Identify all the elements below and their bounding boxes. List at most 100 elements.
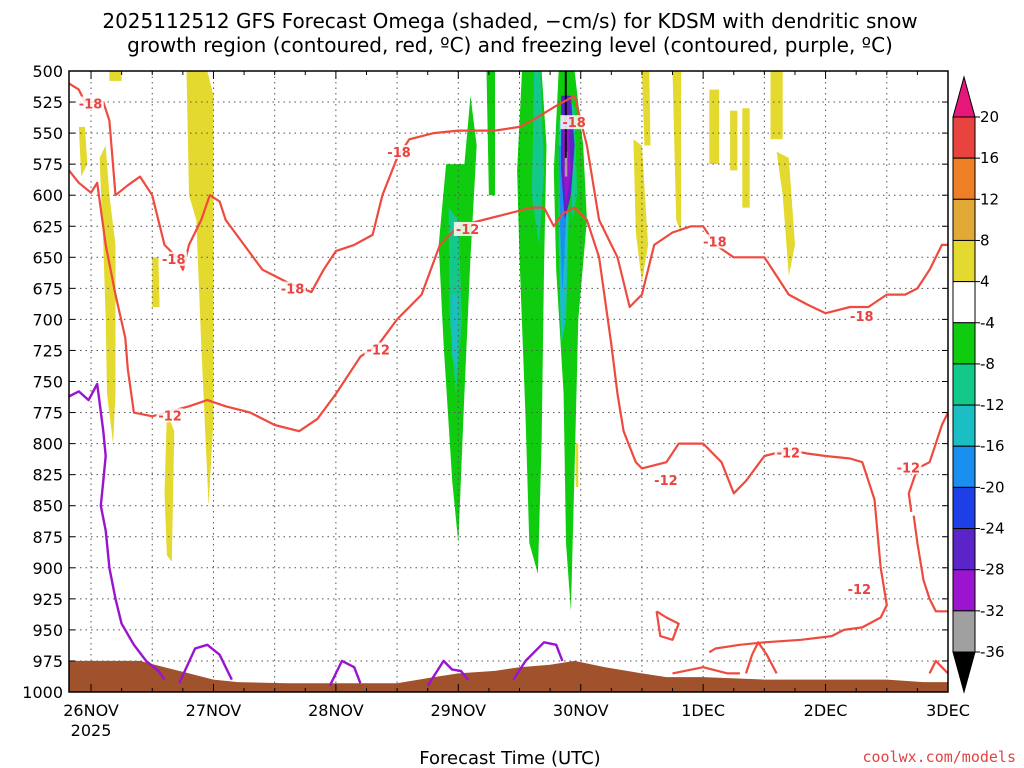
contour-label-bg: [774, 445, 802, 460]
colorbar-bin: [952, 198, 976, 241]
contour-label: -12: [654, 474, 678, 489]
colorbar-bin: [952, 610, 976, 653]
contour-label-bg: [453, 221, 481, 236]
omega-shaded-region: [633, 139, 649, 283]
axes: 500 525 550 575 600 625 650 675 700 725 750 775 800 8…: [22, 62, 970, 740]
dgz-contour-line: [672, 666, 740, 675]
y-tick-label: 775: [32, 404, 63, 423]
omega-shaded-region: [776, 151, 795, 276]
x-tick-label: 1DEC: [681, 701, 725, 720]
x-tick-label: 27NOV: [186, 701, 242, 720]
terrain-surface: [69, 660, 948, 692]
colorbar-tick-label: 20: [980, 108, 999, 126]
freezing-level-line: [512, 641, 564, 681]
y-tick-label: 1000: [22, 683, 63, 702]
colorbar-tick-label: -24: [980, 520, 1005, 538]
y-tick-label: 925: [32, 590, 63, 609]
colorbar-tick-label: -36: [980, 643, 1005, 661]
omega-shaded-region: [99, 145, 116, 444]
colorbar-tick-label: 8: [980, 231, 990, 249]
y-tick-label: 800: [32, 435, 63, 454]
omega-shaded-region: [564, 151, 568, 177]
x-tick-label: 30NOV: [553, 701, 609, 720]
colorbar-bin: [952, 157, 976, 200]
omega-shaded-region: [186, 71, 214, 506]
y-tick-label: 900: [32, 559, 63, 578]
colorbar-bin: [952, 281, 976, 324]
credit-text: coolwx.com/models: [862, 748, 1016, 766]
colorbar-tick-label: 12: [980, 190, 999, 208]
y-tick-label: 650: [32, 248, 63, 267]
contour-label: -18: [562, 116, 586, 131]
colorbar-tick-label: 16: [980, 149, 999, 167]
omega-shaded-region: [109, 71, 122, 81]
colorbar-bin: [952, 404, 976, 447]
y-tick-label: 950: [32, 621, 63, 640]
contour-label-bg: [560, 115, 588, 130]
contour-label-bg: [385, 144, 413, 159]
x-tick-label: 2DEC: [804, 701, 848, 720]
contour-label-bg: [156, 408, 184, 423]
colorbar-tick-label: -4: [980, 314, 995, 332]
y-tick-label: 725: [32, 341, 63, 360]
contour-label: -12: [456, 223, 480, 238]
colorbar-bin: [952, 363, 976, 406]
contour-label-bg: [894, 460, 922, 475]
omega-shaded-region: [641, 71, 651, 146]
x-tick-label: 3DEC: [926, 701, 970, 720]
omega-shaded-region: [152, 257, 160, 307]
colorbar-bin: [952, 445, 976, 488]
y-tick-label: 575: [32, 155, 63, 174]
colorbar-bin: [952, 486, 976, 530]
omega-shaded-region: [564, 71, 567, 158]
plot-content: -18 -18 -18 -18 -18 -18 -18 -12 -12 -12 -12 -12 -12 -…: [69, 71, 948, 692]
omega-shaded-region: [742, 108, 750, 208]
dgz-contour-line: [69, 169, 888, 654]
freezing-level-line: [178, 643, 233, 684]
contour-label-bg: [278, 281, 306, 296]
colorbar-under-arrow: [952, 651, 976, 694]
dgz-contour-line: [744, 641, 778, 674]
freezing-level-line: [328, 659, 362, 687]
omega-shaded-region: [164, 412, 175, 562]
plot-area: -18 -18 -18 -18 -18 -18 -18 -12 -12 -12 -12 -12 -12 -…: [69, 71, 948, 692]
y-tick-label: 700: [32, 310, 63, 329]
year-label: 2025: [71, 721, 112, 740]
contour-label: -18: [703, 235, 727, 250]
y-tick-label: 600: [32, 186, 63, 205]
colorbar-bin: [952, 322, 976, 365]
y-tick-label: 750: [32, 373, 63, 392]
omega-shaded-region: [770, 71, 783, 140]
contour-label: -18: [79, 98, 103, 113]
contour-label-bg: [160, 251, 188, 266]
omega-shaded-region: [78, 126, 88, 177]
omega-shaded-region: [575, 443, 579, 488]
colorbar-bin: [952, 239, 976, 283]
colorbar-bin: [952, 569, 976, 612]
colorbar-tick-label: -20: [980, 478, 1005, 496]
colorbar-tick-label: 4: [980, 273, 990, 291]
contour-label-bg: [848, 308, 876, 323]
omega-shaded-region: [452, 294, 458, 370]
y-tick-label: 500: [32, 62, 63, 81]
contour-label-bg: [76, 96, 104, 111]
dgz-contour-line: [907, 412, 948, 513]
contour-label: -18: [387, 146, 411, 161]
contour-label: -12: [366, 343, 390, 358]
y-tick-label: 825: [32, 466, 63, 485]
dgz-contour-line: [928, 659, 948, 675]
colorbar-bin: [952, 528, 976, 571]
contour-label: -12: [848, 583, 872, 598]
freezing-level-line: [426, 659, 470, 687]
colorbar: 20 16 12 8 4 -4 -8 -12 -16 -20 -24 -28 -32 -36: [952, 75, 1005, 694]
colorbar-tick-label: -8: [980, 355, 995, 373]
omega-shaded-region: [672, 71, 682, 233]
x-tick-label: 29NOV: [431, 701, 487, 720]
freezing-level-line: [69, 382, 166, 681]
contour-label-bg: [701, 234, 729, 249]
dgz-contour-line: [655, 610, 680, 641]
contour-label-bg: [364, 342, 392, 357]
y-tick-label: 625: [32, 217, 63, 236]
contour-label: -18: [162, 253, 186, 268]
contour-label: -12: [158, 409, 182, 424]
